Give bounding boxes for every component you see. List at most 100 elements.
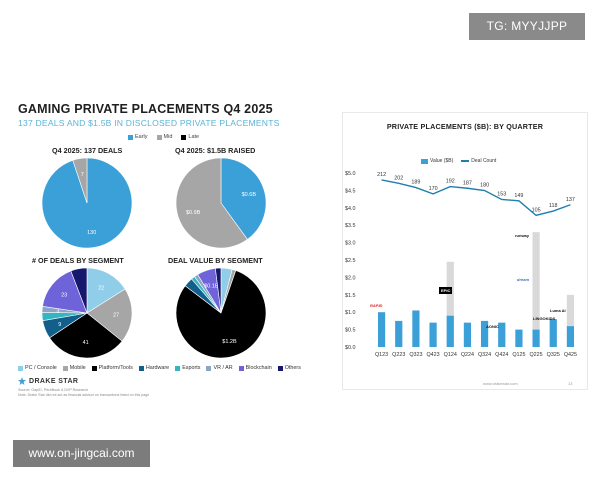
logo-runway: runway <box>515 233 530 238</box>
pie-deals-segment: 22 27 41 9 3 23 <box>41 267 133 359</box>
legend-item-mid: Mid <box>156 134 172 140</box>
pie-slice-platform-tools <box>49 312 123 359</box>
y-tick-label: $0.5 <box>345 328 356 334</box>
y-tick-label: $1.0 <box>345 310 356 316</box>
footer-url: www.drakestar.com <box>483 381 518 386</box>
chart-title-deals-segment: # OF DEALS BY SEGMENT <box>32 256 124 265</box>
legend-item-vrar: VR / AR <box>206 365 233 371</box>
legend-label: Early <box>135 134 148 140</box>
bar-q424 <box>498 322 506 347</box>
legend-label: PC / Console <box>25 365 57 371</box>
x-tick-label: Q125 <box>512 352 525 358</box>
legend-label: Late <box>188 134 200 140</box>
bar-q325 <box>549 319 557 347</box>
legend-item-esports: Esports <box>175 365 200 371</box>
pie-data-label: $0.9B <box>186 210 201 216</box>
bar-q125 <box>515 329 523 347</box>
pie-slice-mid <box>175 157 248 249</box>
bar-extra-q425 <box>566 294 575 327</box>
x-tick-label: Q424 <box>495 352 508 358</box>
legend-swatch <box>128 134 133 140</box>
legend-label: VR / AR <box>213 365 233 371</box>
page-title: GAMING PRIVATE PLACEMENTS Q4 2025 <box>18 102 273 116</box>
legend-label: Platform/Tools <box>98 365 133 371</box>
legend-swatch <box>62 365 68 371</box>
stage-legend: Early Mid Late <box>128 134 199 140</box>
deal-count-label: 180 <box>480 183 489 189</box>
pie-value-segment: $1.2B $0.1B <box>175 267 267 359</box>
logo-dream: dream <box>517 277 530 282</box>
y-tick-label: $1.5 <box>345 293 356 299</box>
legend-item-count: Deal Count <box>461 158 496 164</box>
bar-extra-q225 <box>532 232 540 330</box>
chart-title-deals: Q4 2025: 137 DEALS <box>52 146 123 155</box>
pie-slice-platform-tools <box>175 270 267 359</box>
deal-count-label: 212 <box>377 172 386 178</box>
bar-chart-title: PRIVATE PLACEMENTS ($B): BY QUARTER <box>386 122 544 131</box>
deal-count-label: 105 <box>532 207 541 213</box>
deal-count-label: 153 <box>497 191 506 197</box>
bar-q323 <box>412 310 420 347</box>
legend-label: Deal Count <box>471 158 497 164</box>
legend-label: Others <box>284 365 301 371</box>
bar-q124 <box>446 315 454 347</box>
deal-count-label: 149 <box>514 193 523 199</box>
pie-data-label: 27 <box>113 313 119 319</box>
x-tick-label: Q225 <box>529 352 542 358</box>
pie-data-label: 22 <box>98 285 104 291</box>
legend-label: Hardware <box>145 365 170 371</box>
legend-item-mobile: Mobile <box>62 365 86 371</box>
bar-q223 <box>395 320 403 347</box>
legend-label: Blockchain <box>245 365 272 371</box>
quarterly-bar-chart: $0.0 $0.5 $1.0 $1.5 $2.0 $2.5 $3.0 $3.5 $4.0 $4.5… <box>345 171 577 358</box>
pie-data-label: 3 <box>56 309 59 315</box>
left-slide: GAMING PRIVATE PLACEMENTS Q4 2025 137 DE… <box>0 90 340 410</box>
deal-count-line <box>381 179 571 217</box>
logo-aonic: AONIC <box>486 324 499 329</box>
pie-slice-early <box>220 157 267 240</box>
logo-epic: EPIC <box>439 287 453 294</box>
logo-text: DRAKE STAR <box>29 377 79 385</box>
legend-label: Esports <box>182 365 201 371</box>
deal-count-label: 189 <box>411 180 420 186</box>
pie-data-label: $0.1B <box>204 283 219 289</box>
deal-count-label: 170 <box>429 186 438 192</box>
legend-swatch <box>138 365 144 371</box>
bar-q225 <box>532 329 540 347</box>
legend-item-others: Others <box>277 365 301 371</box>
bar-q123 <box>377 312 386 347</box>
legend-swatch <box>18 365 23 371</box>
footnote-source: Source: GapID, PitchBook & DVP Research <box>18 388 89 392</box>
pie-slice-others <box>215 267 222 314</box>
pie-slice-pc-console <box>86 267 126 314</box>
legend-swatch <box>238 365 244 371</box>
pie-slice-mid <box>72 157 88 204</box>
x-tick-label: Q425 <box>564 352 577 358</box>
legend-item-platform: Platform/Tools <box>91 365 133 371</box>
segment-legend: PC / Console Mobile Platform/Tools Hardw… <box>18 365 318 371</box>
legend-swatch <box>91 365 97 371</box>
bar-q224 <box>463 322 472 347</box>
legend-swatch <box>175 365 181 371</box>
right-slide: PRIVATE PLACEMENTS ($B): BY QUARTER Valu… <box>342 112 588 390</box>
star-icon <box>18 377 26 385</box>
legend-swatch <box>181 134 187 140</box>
pie-slice-blockchain <box>42 270 88 314</box>
legend-item-early: Early <box>128 134 148 140</box>
legend-label: Value ($B) <box>430 158 454 164</box>
x-tick-label: Q124 <box>444 352 457 358</box>
deal-count-label: 137 <box>566 197 575 203</box>
legend-item-late: Late <box>181 134 199 140</box>
legend-swatch <box>461 160 470 162</box>
x-tick-label: Q323 <box>409 352 422 358</box>
chart-title-raised: Q4 2025: $1.5B RAISED <box>175 146 256 155</box>
legend-item-pc: PC / Console <box>18 365 57 371</box>
bar-chart-legend: Value ($B) Deal Count <box>421 158 496 164</box>
x-tick-label: Q325 <box>547 352 560 358</box>
bar-q425 <box>566 326 575 347</box>
x-tick-label: Q123 <box>375 352 388 358</box>
y-tick-label: $0.0 <box>345 345 356 351</box>
legend-swatch <box>277 365 283 371</box>
page-subtitle: 137 DEALS AND $1.5B IN DISCLOSED PRIVATE… <box>18 118 280 128</box>
pie-data-label: 130 <box>87 230 96 236</box>
